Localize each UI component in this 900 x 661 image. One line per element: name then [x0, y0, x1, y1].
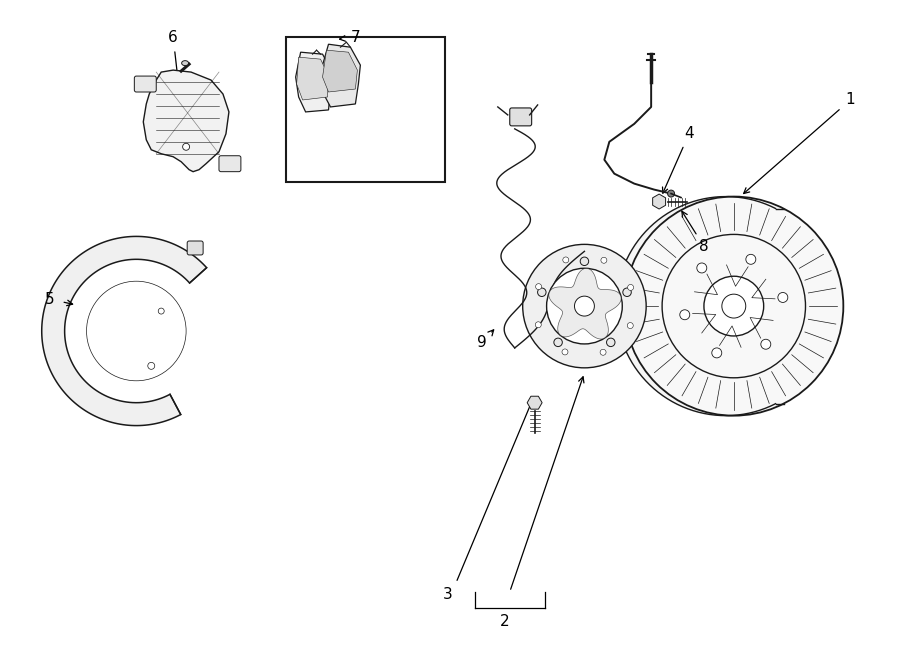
Ellipse shape [746, 254, 756, 264]
Polygon shape [41, 237, 207, 426]
FancyBboxPatch shape [134, 76, 157, 92]
Ellipse shape [722, 294, 746, 318]
Polygon shape [652, 194, 666, 209]
Ellipse shape [536, 284, 542, 290]
Ellipse shape [536, 322, 541, 328]
Ellipse shape [760, 339, 770, 349]
Text: 3: 3 [443, 588, 453, 602]
Ellipse shape [523, 245, 646, 368]
Text: 9: 9 [477, 335, 487, 350]
Circle shape [668, 190, 675, 197]
Ellipse shape [574, 296, 594, 316]
Ellipse shape [580, 257, 589, 266]
Ellipse shape [562, 349, 568, 355]
Ellipse shape [662, 235, 806, 378]
FancyBboxPatch shape [187, 241, 203, 255]
Text: 6: 6 [168, 30, 178, 45]
Ellipse shape [148, 362, 155, 369]
FancyBboxPatch shape [219, 156, 241, 172]
Ellipse shape [778, 292, 788, 303]
Polygon shape [296, 52, 332, 112]
Polygon shape [322, 50, 357, 92]
Ellipse shape [697, 263, 706, 273]
Polygon shape [527, 396, 542, 409]
Polygon shape [549, 268, 621, 339]
Polygon shape [143, 70, 229, 172]
Ellipse shape [562, 257, 569, 263]
Polygon shape [297, 57, 328, 100]
Ellipse shape [623, 288, 631, 297]
Text: 2: 2 [500, 614, 509, 629]
Text: 7: 7 [351, 30, 360, 45]
Ellipse shape [554, 338, 562, 346]
Ellipse shape [627, 323, 634, 329]
Ellipse shape [183, 143, 190, 150]
FancyBboxPatch shape [509, 108, 532, 126]
Ellipse shape [537, 288, 546, 297]
Ellipse shape [182, 61, 189, 65]
Text: 5: 5 [45, 292, 55, 307]
Bar [285, 37, 445, 182]
Ellipse shape [704, 276, 764, 336]
Ellipse shape [627, 284, 634, 290]
Ellipse shape [680, 310, 689, 320]
Ellipse shape [712, 348, 722, 358]
Ellipse shape [546, 268, 622, 344]
Polygon shape [320, 44, 360, 107]
Text: 8: 8 [699, 239, 708, 254]
Ellipse shape [601, 257, 607, 263]
Text: 1: 1 [845, 93, 855, 108]
Text: 4: 4 [684, 126, 694, 141]
Ellipse shape [607, 338, 615, 346]
Ellipse shape [625, 196, 843, 416]
Ellipse shape [158, 308, 164, 314]
Ellipse shape [600, 349, 606, 355]
